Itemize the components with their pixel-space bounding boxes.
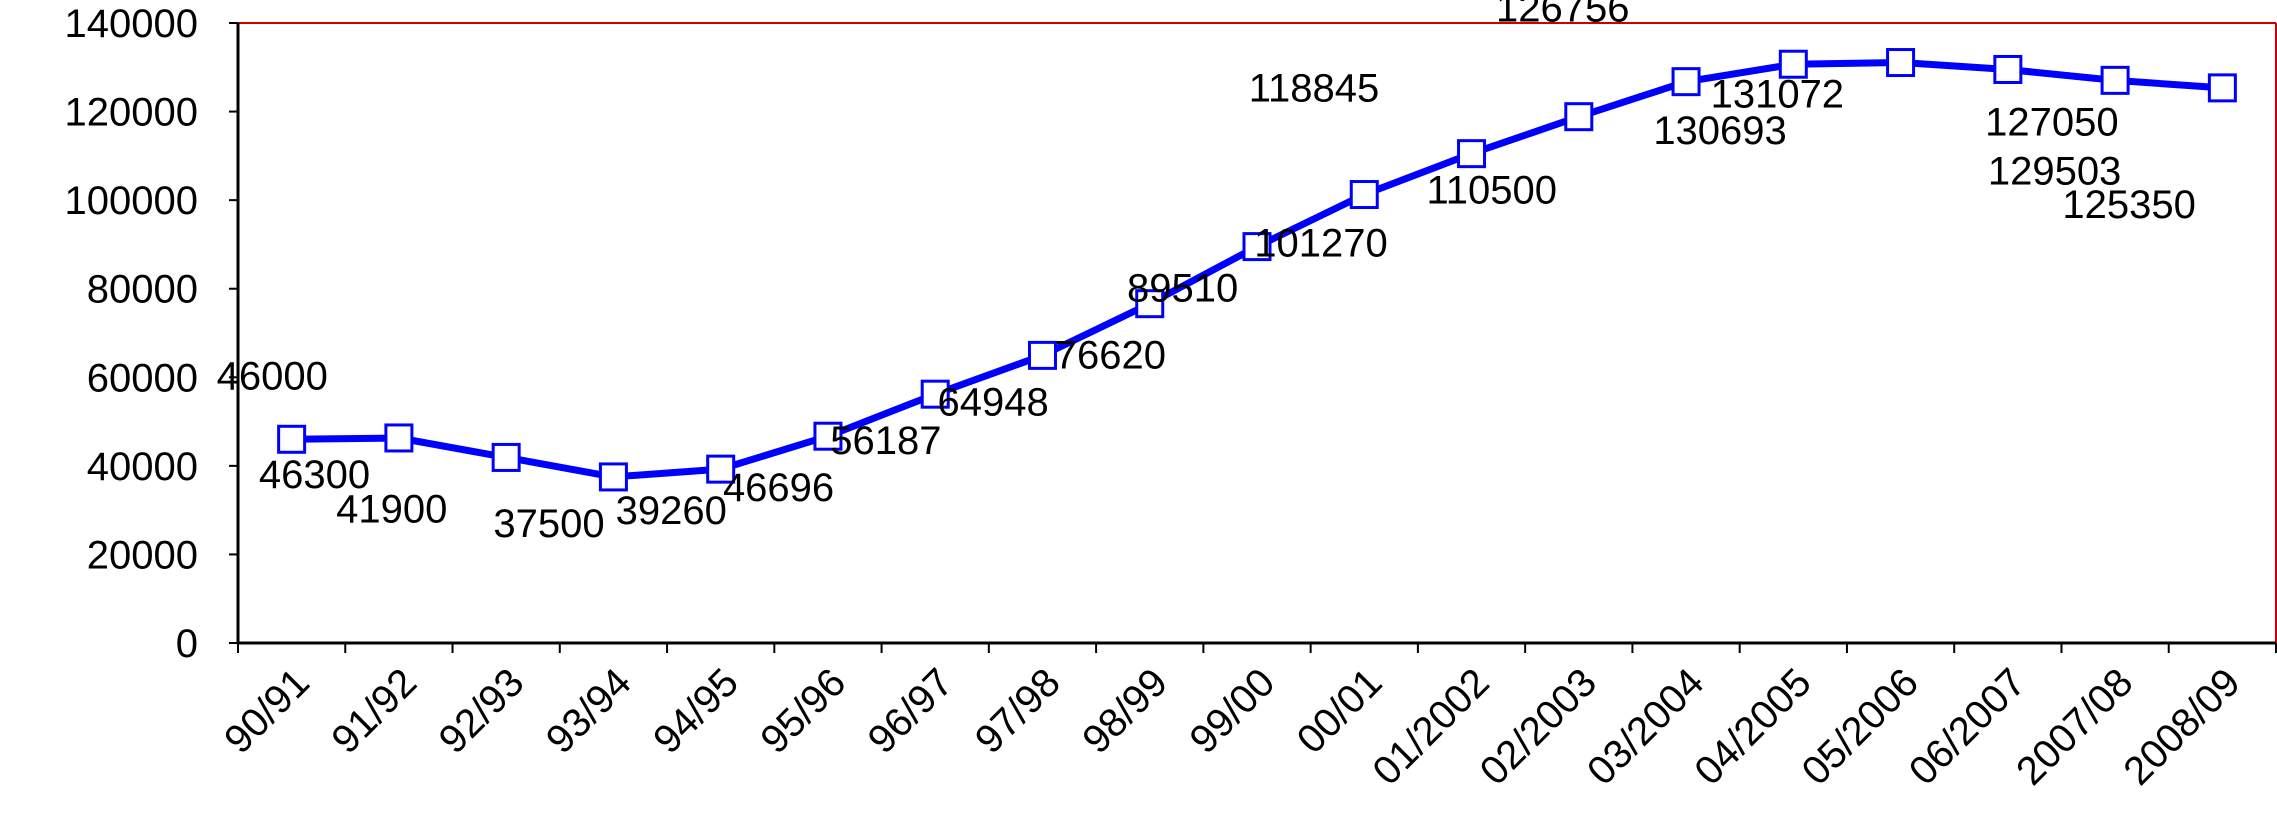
series-group	[277, 48, 2237, 492]
data-label: 89510	[1127, 267, 1238, 311]
y-tick-label: 100000	[65, 179, 198, 223]
data-point-marker	[1027, 340, 1057, 370]
data-point-marker	[1993, 54, 2023, 84]
x-tick-label: 91/92	[323, 660, 425, 762]
data-label: 118845	[1249, 67, 1380, 111]
x-tick-label: 94/95	[645, 660, 747, 762]
x-tick-label: 04/2005	[1686, 660, 1819, 793]
x-tick-label: 92/93	[431, 660, 533, 762]
data-label: 39260	[616, 489, 727, 533]
series-line	[291, 59, 2223, 481]
data-point-marker	[1671, 67, 1701, 97]
data-label: 126756	[1496, 0, 1629, 31]
data-point-marker	[2100, 65, 2130, 95]
y-tick-label: 140000	[65, 2, 198, 46]
x-tick-label: 93/94	[538, 660, 640, 762]
data-point-marker	[1349, 180, 1379, 210]
data-point-marker	[1778, 49, 1808, 79]
data-label: 41900	[336, 487, 447, 531]
data-label: 131072	[1711, 73, 1844, 117]
x-tick-label: 95/96	[752, 660, 854, 762]
data-label: 46696	[723, 466, 834, 510]
data-point-marker	[1886, 48, 1916, 78]
x-tick-label: 03/2004	[1579, 660, 1712, 793]
data-label: 37500	[493, 502, 604, 546]
data-label: 56187	[830, 419, 941, 463]
x-tick-label: 02/2003	[1472, 660, 1605, 793]
data-point-marker	[491, 442, 521, 472]
data-point-marker	[1135, 289, 1165, 319]
x-axis-ticks: 90/91 91/92 92/93 93/94 94/95 95/96 96/97 97/98…	[216, 643, 2277, 794]
data-point-marker	[384, 423, 414, 453]
x-tick-label: 01/2002	[1365, 660, 1498, 793]
data-point-marker	[1457, 139, 1487, 169]
axes	[236, 23, 2276, 645]
y-axis-ticks: 0 20000 40000 60000 80000 100000 120000 140000	[65, 2, 238, 666]
x-tick-label: 2007/08	[2008, 660, 2141, 793]
data-label: 130693	[1653, 109, 1786, 153]
data-label: 129503	[1988, 149, 2121, 193]
data-label: 125350	[2062, 183, 2195, 227]
data-label: 110500	[1427, 169, 1558, 213]
x-tick-label: 90/91	[216, 660, 318, 762]
x-tick-label: 00/01	[1289, 660, 1391, 762]
data-point-marker	[706, 454, 736, 484]
y-tick-label: 60000	[87, 356, 198, 400]
data-point-marker	[813, 421, 843, 451]
data-point-marker	[1242, 232, 1272, 262]
data-label: 76620	[1055, 334, 1166, 378]
y-tick-label: 120000	[65, 91, 198, 135]
data-label: 101270	[1254, 222, 1387, 266]
x-tick-label: 98/99	[1074, 660, 1176, 762]
data-point-marker	[1564, 102, 1594, 132]
y-tick-label: 80000	[87, 268, 198, 312]
plot-area	[238, 22, 2277, 643]
data-point-marker	[277, 424, 307, 454]
data-label: 127050	[1985, 100, 2118, 144]
x-tick-label: 2008/09	[2115, 660, 2248, 793]
data-point-marker	[920, 379, 950, 409]
data-point-marker	[598, 462, 628, 492]
x-tick-label: 99/00	[1181, 660, 1283, 762]
x-tick-label: 06/2007	[1901, 660, 2034, 793]
data-point-marker	[2207, 73, 2237, 103]
y-tick-label: 20000	[87, 533, 198, 577]
x-tick-label: 96/97	[860, 660, 962, 762]
x-tick-label: 05/2006	[1794, 660, 1927, 793]
data-label: 46000	[217, 354, 328, 398]
y-tick-label: 40000	[87, 445, 198, 489]
data-label: 64948	[937, 380, 1048, 424]
data-label: 46300	[259, 453, 370, 497]
y-tick-label: 0	[176, 622, 198, 666]
x-tick-label: 97/98	[967, 660, 1069, 762]
